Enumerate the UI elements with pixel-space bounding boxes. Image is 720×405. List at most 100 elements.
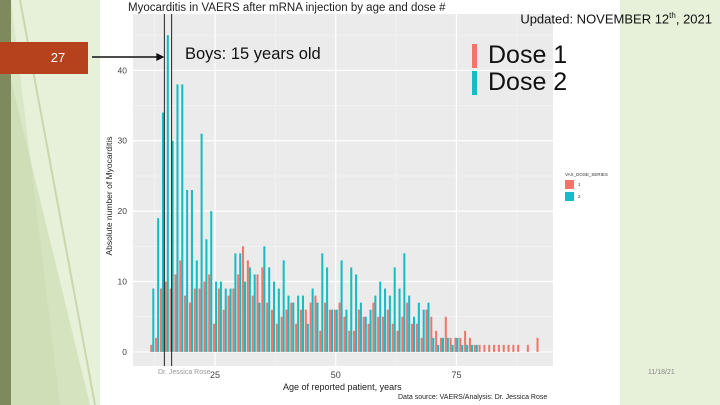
bar-dose-2 (379, 281, 382, 352)
bar-dose-1 (280, 316, 283, 352)
bar-dose-1 (208, 274, 211, 352)
bar-dose-1 (155, 337, 158, 352)
updated-suffix: , 2021 (675, 11, 712, 27)
bar-dose-2 (263, 246, 266, 352)
bar-dose-2 (195, 260, 198, 352)
x-tick-label: 50 (331, 370, 341, 380)
footer-date: 11/18/21 (648, 369, 675, 376)
bar-dose-2 (215, 281, 218, 352)
bar-dose-1 (150, 344, 153, 352)
bar-dose-1 (464, 330, 467, 352)
bar-dose-2 (359, 302, 362, 352)
bar-dose-2 (330, 309, 333, 352)
bar-dose-1 (222, 309, 225, 352)
slide-number-badge: 27 (0, 42, 88, 74)
updated-sup: th (669, 11, 676, 20)
bar-dose-1 (266, 302, 269, 352)
y-axis-title: Absolute number of Myocarditis (104, 136, 114, 256)
vax-legend-label-2: 2 (578, 194, 581, 199)
x-axis-title: Age of reported patient, years (283, 382, 402, 392)
bar-dose-1 (517, 344, 520, 352)
bar-dose-1 (357, 309, 360, 352)
bar-dose-2 (475, 344, 478, 352)
bar-dose-1 (348, 330, 351, 352)
bar-dose-1 (367, 323, 370, 352)
bar-dose-2 (345, 309, 348, 352)
bar-dose-2 (268, 267, 271, 352)
vax-legend-swatch-1 (565, 180, 574, 189)
bar-dose-1 (444, 316, 447, 352)
bar-dose-1 (193, 288, 196, 352)
bar-dose-2 (224, 288, 227, 352)
bar-dose-2 (388, 295, 391, 352)
bar-dose-2 (374, 295, 377, 352)
bar-dose-2 (393, 267, 396, 352)
bar-dose-1 (213, 323, 216, 352)
bar-dose-1 (483, 344, 486, 352)
bar-dose-2 (152, 288, 155, 352)
bar-dose-2 (446, 337, 449, 352)
bar-dose-1 (169, 288, 172, 352)
bar-dose-1 (353, 330, 356, 352)
bar-dose-1 (488, 344, 491, 352)
bar-dose-1 (512, 344, 515, 352)
bar-dose-2 (181, 84, 184, 352)
bar-dose-1 (536, 337, 539, 352)
bar-dose-1 (256, 274, 259, 352)
bar-dose-1 (179, 260, 182, 352)
bar-dose-1 (391, 323, 394, 352)
bar-dose-2 (417, 302, 420, 352)
chart-title: Myocarditis in VAERS after mRNA injectio… (128, 2, 446, 14)
bar-dose-2 (200, 133, 203, 352)
bar-dose-2 (287, 295, 290, 352)
bar-dose-1 (415, 323, 418, 352)
bar-dose-2 (157, 218, 160, 352)
annotation-arrowhead (156, 53, 165, 61)
bar-dose-1 (290, 302, 293, 352)
bar-dose-1 (449, 337, 452, 352)
bar-dose-2 (470, 344, 473, 352)
bar-dose-2 (258, 302, 261, 352)
bar-dose-1 (493, 344, 496, 352)
bar-dose-2 (190, 190, 193, 352)
bar-dose-2 (441, 337, 444, 352)
bar-dose-2 (306, 323, 309, 352)
bar-dose-1 (314, 295, 317, 352)
bar-dose-2 (364, 316, 367, 352)
bar-dose-2 (408, 295, 411, 352)
bar-dose-1 (435, 330, 438, 352)
bar-dose-2 (461, 344, 464, 352)
right-decoration (620, 0, 720, 405)
bar-dose-1 (275, 323, 278, 352)
bar-dose-1 (227, 295, 230, 352)
dose-2-label: Dose 2 (488, 68, 568, 96)
bar-dose-1 (184, 295, 187, 352)
bar-dose-1 (420, 337, 423, 352)
bar-dose-1 (401, 316, 404, 352)
bar-dose-1 (295, 323, 298, 352)
bar-dose-2 (384, 288, 387, 352)
bar-dose-1 (242, 246, 245, 352)
bar-dose-2 (301, 295, 304, 352)
bar-dose-2 (282, 260, 285, 352)
bar-dose-1 (164, 281, 167, 352)
bar-dose-2 (166, 35, 169, 352)
bar-dose-2 (316, 302, 319, 352)
bar-dose-1 (319, 330, 322, 352)
bar-dose-1 (285, 309, 288, 352)
bar-dose-1 (497, 344, 500, 352)
bar-dose-1 (502, 344, 505, 352)
vax-legend-swatch-2 (565, 192, 574, 201)
bar-dose-1 (343, 316, 346, 352)
x-tick-label: 25 (210, 370, 220, 380)
bar-dose-2 (403, 253, 406, 352)
bar-dose-1 (328, 309, 331, 352)
bar-dose-2 (171, 140, 174, 352)
bar-dose-2 (292, 302, 295, 352)
bar-dose-2 (422, 309, 425, 352)
bar-dose-1 (304, 309, 307, 352)
bar-dose-1 (459, 337, 462, 352)
bar-dose-1 (338, 302, 341, 352)
bar-dose-1 (507, 344, 510, 352)
